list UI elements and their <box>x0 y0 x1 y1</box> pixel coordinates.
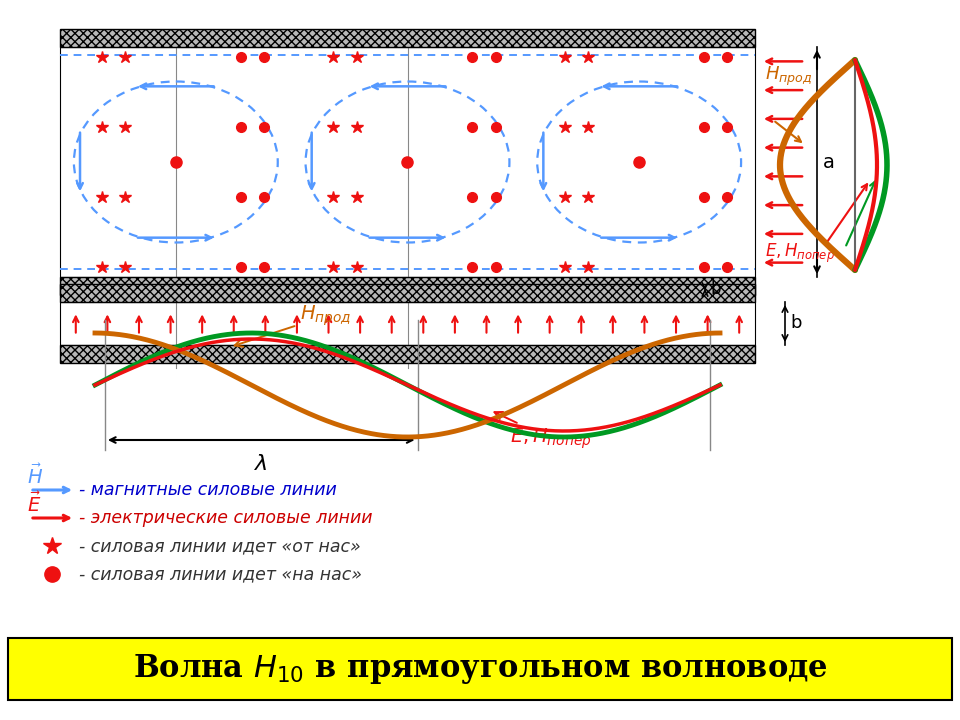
Text: $H_{прод}$: $H_{прод}$ <box>234 304 351 347</box>
Text: $H_{прод}$: $H_{прод}$ <box>765 65 812 89</box>
Text: $E, H_{попер}$: $E, H_{попер}$ <box>494 412 591 451</box>
Bar <box>60 284 755 302</box>
Text: - электрические силовые линии: - электрические силовые линии <box>79 509 372 527</box>
Text: b: b <box>710 281 721 299</box>
Bar <box>60 302 755 345</box>
Bar <box>60 29 755 47</box>
Text: $\vec{H}$: $\vec{H}$ <box>27 464 43 488</box>
Text: $\lambda$: $\lambda$ <box>254 454 268 474</box>
Text: Волна $H_{10}$ в прямоугольном волноводе: Волна $H_{10}$ в прямоугольном волноводе <box>132 652 828 686</box>
Bar <box>8 638 952 700</box>
Bar <box>60 277 755 295</box>
Text: $\vec{E}$: $\vec{E}$ <box>27 492 41 516</box>
Text: b: b <box>790 315 802 333</box>
Text: $E, H_{попер}$: $E, H_{попер}$ <box>765 242 835 265</box>
Text: - силовая линии идет «на нас»: - силовая линии идет «на нас» <box>79 565 362 583</box>
Text: - магнитные силовые линии: - магнитные силовые линии <box>79 481 337 499</box>
Bar <box>60 47 755 277</box>
Bar <box>60 345 755 363</box>
Text: a: a <box>823 153 835 171</box>
Text: - силовая линии идет «от нас»: - силовая линии идет «от нас» <box>79 537 361 555</box>
